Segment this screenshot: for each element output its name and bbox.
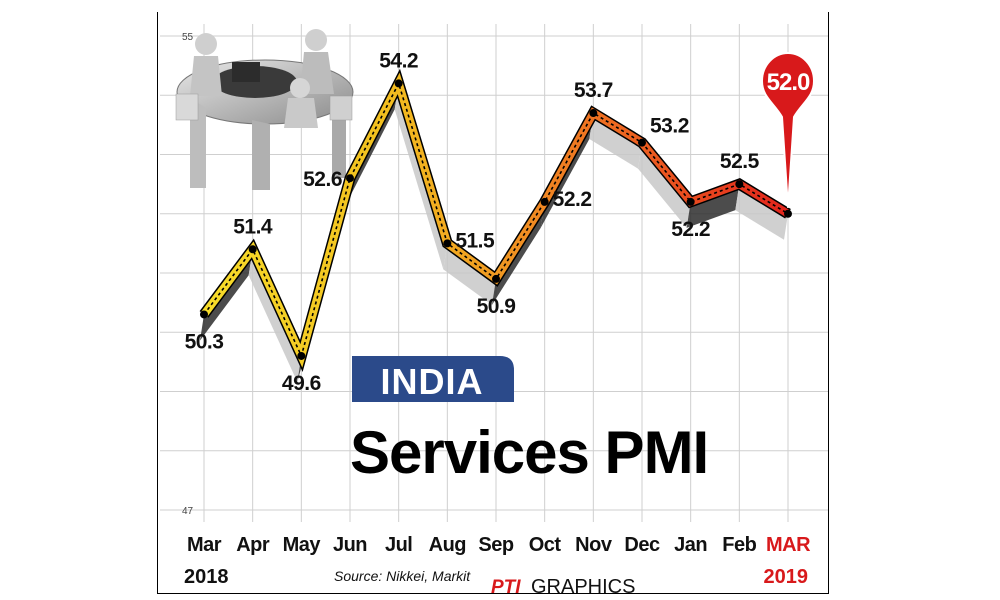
x-tick-label: Sep <box>478 534 513 556</box>
latest-value-label: 52.0 <box>767 69 810 96</box>
shadow-segment <box>443 243 496 305</box>
data-label: 49.6 <box>282 372 321 395</box>
data-label: 50.9 <box>477 295 516 318</box>
meeting-table-figures-icon <box>175 29 354 190</box>
x-tick-label: MAR <box>766 534 811 556</box>
shadow-segment <box>735 184 788 240</box>
data-point <box>443 239 452 248</box>
pti-graphics-logo: PTI GRAPHICS <box>491 576 635 598</box>
x-tick-label: Mar <box>187 534 222 556</box>
pti-logo-text: PTI <box>491 577 521 598</box>
y-tick-label: 47 <box>182 506 194 517</box>
data-label: 52.2 <box>671 218 710 241</box>
india-badge: INDIA <box>352 356 514 402</box>
data-point <box>589 109 598 118</box>
data-label: 53.2 <box>650 115 689 138</box>
x-tick-label: Jan <box>674 534 707 556</box>
bubble-marker <box>760 52 816 208</box>
data-point <box>492 274 500 283</box>
data-labels: 50.3 51.4 49.6 52.6 54.2 51.5 50.9 52.2 53.7 53.2… <box>185 49 761 395</box>
data-label: 54.2 <box>379 49 418 72</box>
data-point <box>638 138 646 147</box>
data-points <box>200 79 792 360</box>
data-point <box>735 180 744 189</box>
data-point <box>297 351 306 360</box>
india-label: INDIA <box>381 361 484 402</box>
x-axis-labels: Mar Apr May Jun Jul Aug Sep Oct Nov Dec Jan Feb MAR <box>187 534 812 556</box>
year-start-label: 2018 <box>184 566 229 588</box>
latest-value-bubble: 52.0 <box>760 52 816 208</box>
data-label: 51.4 <box>233 215 273 238</box>
x-tick-label: Aug <box>429 534 466 556</box>
x-tick-label: Apr <box>236 534 270 556</box>
x-tick-label: Jun <box>333 534 367 556</box>
data-label: 53.7 <box>574 79 613 102</box>
data-point <box>346 174 354 183</box>
data-label: 52.5 <box>720 150 760 173</box>
data-label: 52.6 <box>303 168 342 191</box>
data-point <box>540 197 549 206</box>
x-tick-label: May <box>283 534 322 556</box>
shadow-segment <box>686 184 740 228</box>
x-tick-label: Feb <box>722 534 756 556</box>
year-end-label: 2019 <box>764 566 809 588</box>
data-point <box>394 79 403 88</box>
data-label: 52.2 <box>553 188 592 211</box>
data-point <box>784 209 792 218</box>
data-point <box>200 310 208 319</box>
graphics-logo-text: GRAPHICS <box>531 576 635 598</box>
data-point <box>248 245 257 254</box>
x-tick-label: Oct <box>529 534 562 556</box>
data-label: 51.5 <box>455 229 495 252</box>
y-tick-label: 55 <box>182 32 194 43</box>
chart-title: Services PMI <box>350 419 708 486</box>
x-tick-label: Dec <box>624 534 660 556</box>
data-point <box>686 197 695 206</box>
y-axis-ticks: 55 47 <box>182 32 194 517</box>
x-tick-label: Nov <box>575 534 613 556</box>
source-note: Source: Nikkei, Markit <box>334 568 471 584</box>
data-label: 50.3 <box>185 330 224 353</box>
shadow-segment <box>589 113 642 169</box>
x-tick-label: Jul <box>385 534 412 556</box>
shadow-segment <box>638 142 691 228</box>
